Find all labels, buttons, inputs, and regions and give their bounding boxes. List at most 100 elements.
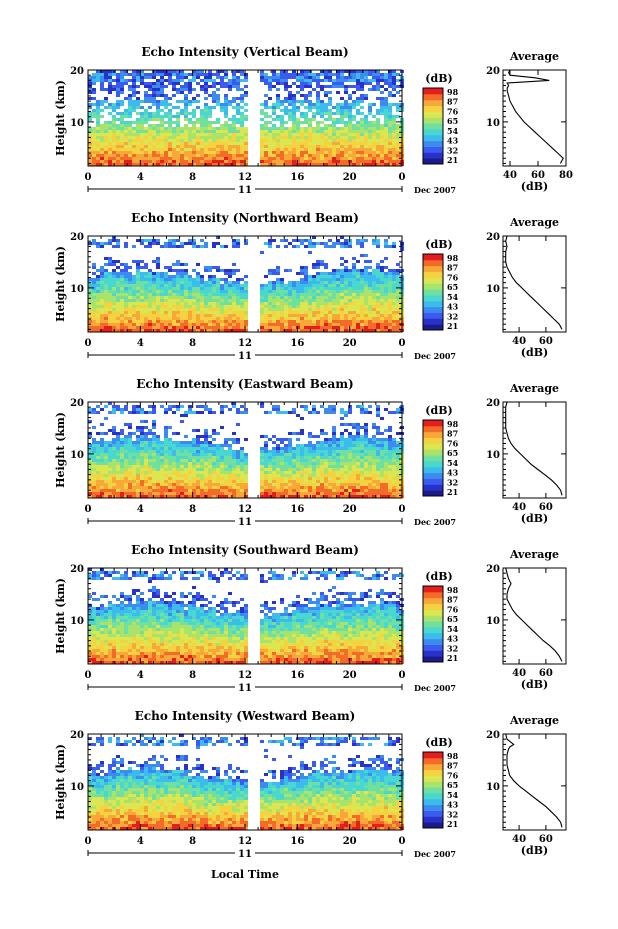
heat-cell [360,106,364,109]
heat-cell [364,317,368,320]
heat-cell [140,329,144,332]
heat-cell [92,97,96,100]
heat-cell [188,489,192,492]
heat-cell [152,302,156,305]
heat-cell [236,142,240,145]
heat-cell [380,269,384,272]
heat-cell [172,245,176,248]
heat-cell [380,133,384,136]
heat-cell [344,287,348,290]
heat-cell [184,97,188,100]
heat-cell [208,314,212,317]
heat-cell [148,94,152,97]
heat-cell [300,284,304,287]
colorbar-tick-label: 76 [447,106,459,116]
heat-cell [304,239,308,242]
heat-cell [292,329,296,332]
heat-cell [372,148,376,151]
heat-cell [112,263,116,266]
heat-cell [200,495,204,498]
heat-cell [344,278,348,281]
heat-cell [200,299,204,302]
heat-cell [204,106,208,109]
heat-cell [124,109,128,112]
heat-cell [88,320,92,323]
heat-cell [144,477,148,480]
heat-cell [344,272,348,275]
heat-cell [160,281,164,284]
heat-cell [204,483,208,486]
heat-cell [128,492,132,495]
heat-cell [120,160,124,163]
heat-cell [128,329,132,332]
heat-cell [348,245,352,248]
heat-cell [88,462,92,465]
heat-cell [220,82,224,85]
heat-cell [364,148,368,151]
heat-cell [260,136,264,139]
heat-cell [276,127,280,130]
heat-cell [216,462,220,465]
heat-cell [204,242,208,245]
heat-cell [152,157,156,160]
heat-cell [220,290,224,293]
heat-cell [340,151,344,154]
heat-cell [152,459,156,462]
heat-cell [224,145,228,148]
heat-cell [184,468,188,471]
heat-cell [296,314,300,317]
heat-cell [108,317,112,320]
heat-cell [260,284,264,287]
heat-cell [376,308,380,311]
heat-cell [116,308,120,311]
heat-cell [184,160,188,163]
heat-cell [260,79,264,82]
heat-cell [148,411,152,414]
heat-cell [196,302,200,305]
heat-cell [292,157,296,160]
heat-cell [240,486,244,489]
heat-cell [284,308,288,311]
heat-cell [92,441,96,444]
heat-cell [96,281,100,284]
heat-cell [232,127,236,130]
heat-cell [200,474,204,477]
heat-cell [128,453,132,456]
heat-cell [192,154,196,157]
heat-cell [336,106,340,109]
heat-cell [220,127,224,130]
heat-cell [368,296,372,299]
heat-cell [372,275,376,278]
date-bar-gap [235,350,255,360]
heat-cell [108,257,112,260]
heat-cell [116,79,120,82]
heat-cell [216,483,220,486]
heat-cell [264,435,268,438]
heat-cell [124,408,128,411]
heat-cell [188,130,192,133]
heat-cell [372,278,376,281]
heat-cell [112,269,116,272]
heat-cell [164,266,168,269]
heat-cell [272,486,276,489]
heat-cell [264,287,268,290]
heat-cell [152,142,156,145]
heat-cell [120,447,124,450]
heat-cell [136,148,140,151]
heat-cell [196,444,200,447]
heat-cell [92,483,96,486]
heat-cell [264,160,268,163]
heat-cell [304,302,308,305]
colorbar-segment [423,123,443,130]
heat-cell [160,275,164,278]
heat-cell [360,239,364,242]
heat-cell [308,151,312,154]
heat-cell [120,272,124,275]
heat-cell [144,100,148,103]
heat-cell [236,441,240,444]
heat-cell [264,242,268,245]
heat-cell [220,70,224,73]
heat-cell [88,314,92,317]
heat-cell [104,492,108,495]
heat-cell [272,148,276,151]
